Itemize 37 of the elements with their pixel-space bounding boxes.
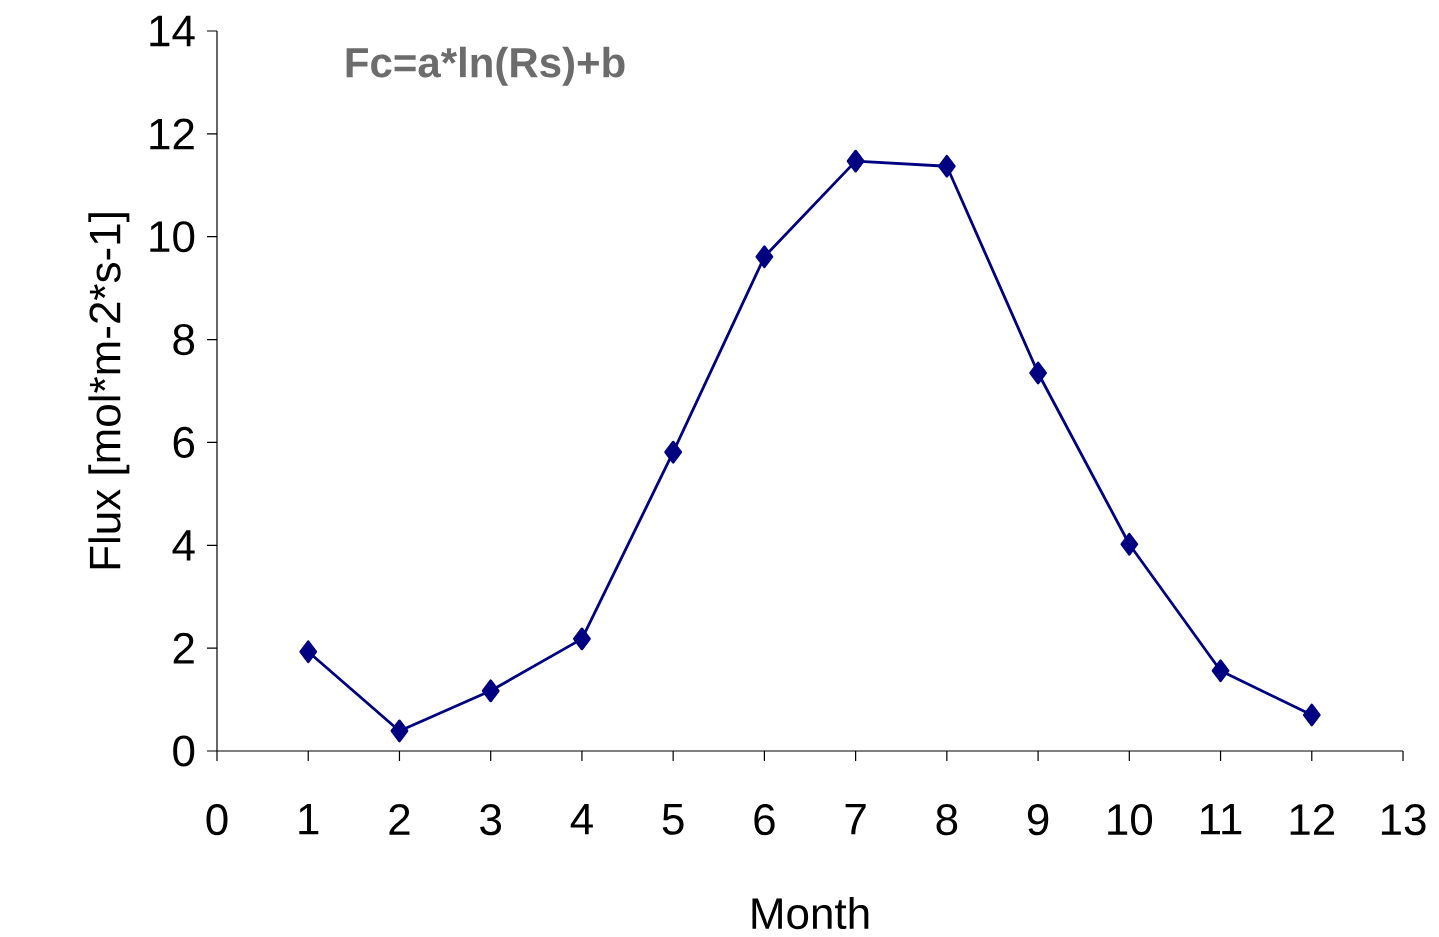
point: [1029, 361, 1047, 385]
x-tick-label: 6: [754, 804, 775, 836]
point: [481, 679, 500, 703]
x-tick-label: 11: [1201, 804, 1242, 835]
y-tick-label: 6: [173, 426, 195, 459]
y-axis-title: Flux [mol*m-2*s-1]: [88, 213, 130, 569]
y-tick-label: 4: [172, 530, 195, 561]
x-tick-label: 12: [1290, 804, 1335, 835]
point: [1211, 659, 1230, 683]
x-tick-label: 1: [299, 804, 319, 835]
y-tick-label: 0: [173, 735, 195, 767]
point: [573, 627, 591, 651]
x-tick-label: 5: [662, 804, 684, 835]
x-tick-label: 0: [206, 804, 228, 836]
point: [299, 640, 318, 664]
x-tick-label: 3: [480, 804, 501, 836]
point: [1302, 703, 1321, 727]
point: [1120, 532, 1139, 556]
x-tick-label: 10: [1108, 804, 1153, 836]
y-tick-label: 8: [173, 324, 195, 356]
y-tick-label: 2: [173, 632, 194, 664]
point: [390, 719, 409, 743]
point: [846, 149, 865, 173]
x-tick-label: 2: [389, 804, 410, 835]
annotation: Fc=a*ln(Rs)+b: [346, 46, 625, 86]
x-tick-label: 8: [936, 804, 958, 836]
point: [937, 154, 956, 178]
y-tick-label: 10: [150, 221, 195, 253]
x-axis-title: Month: [752, 896, 869, 930]
point: [664, 440, 683, 464]
x-tick-label: 13: [1381, 804, 1426, 836]
x-tick-label: 7: [845, 804, 866, 835]
x-tick-label: 4: [570, 804, 593, 835]
y-tick-label: 12: [150, 118, 194, 150]
y-tick-label: 14: [150, 15, 195, 47]
x-tick-label: 9: [1027, 804, 1049, 836]
point: [755, 245, 774, 269]
